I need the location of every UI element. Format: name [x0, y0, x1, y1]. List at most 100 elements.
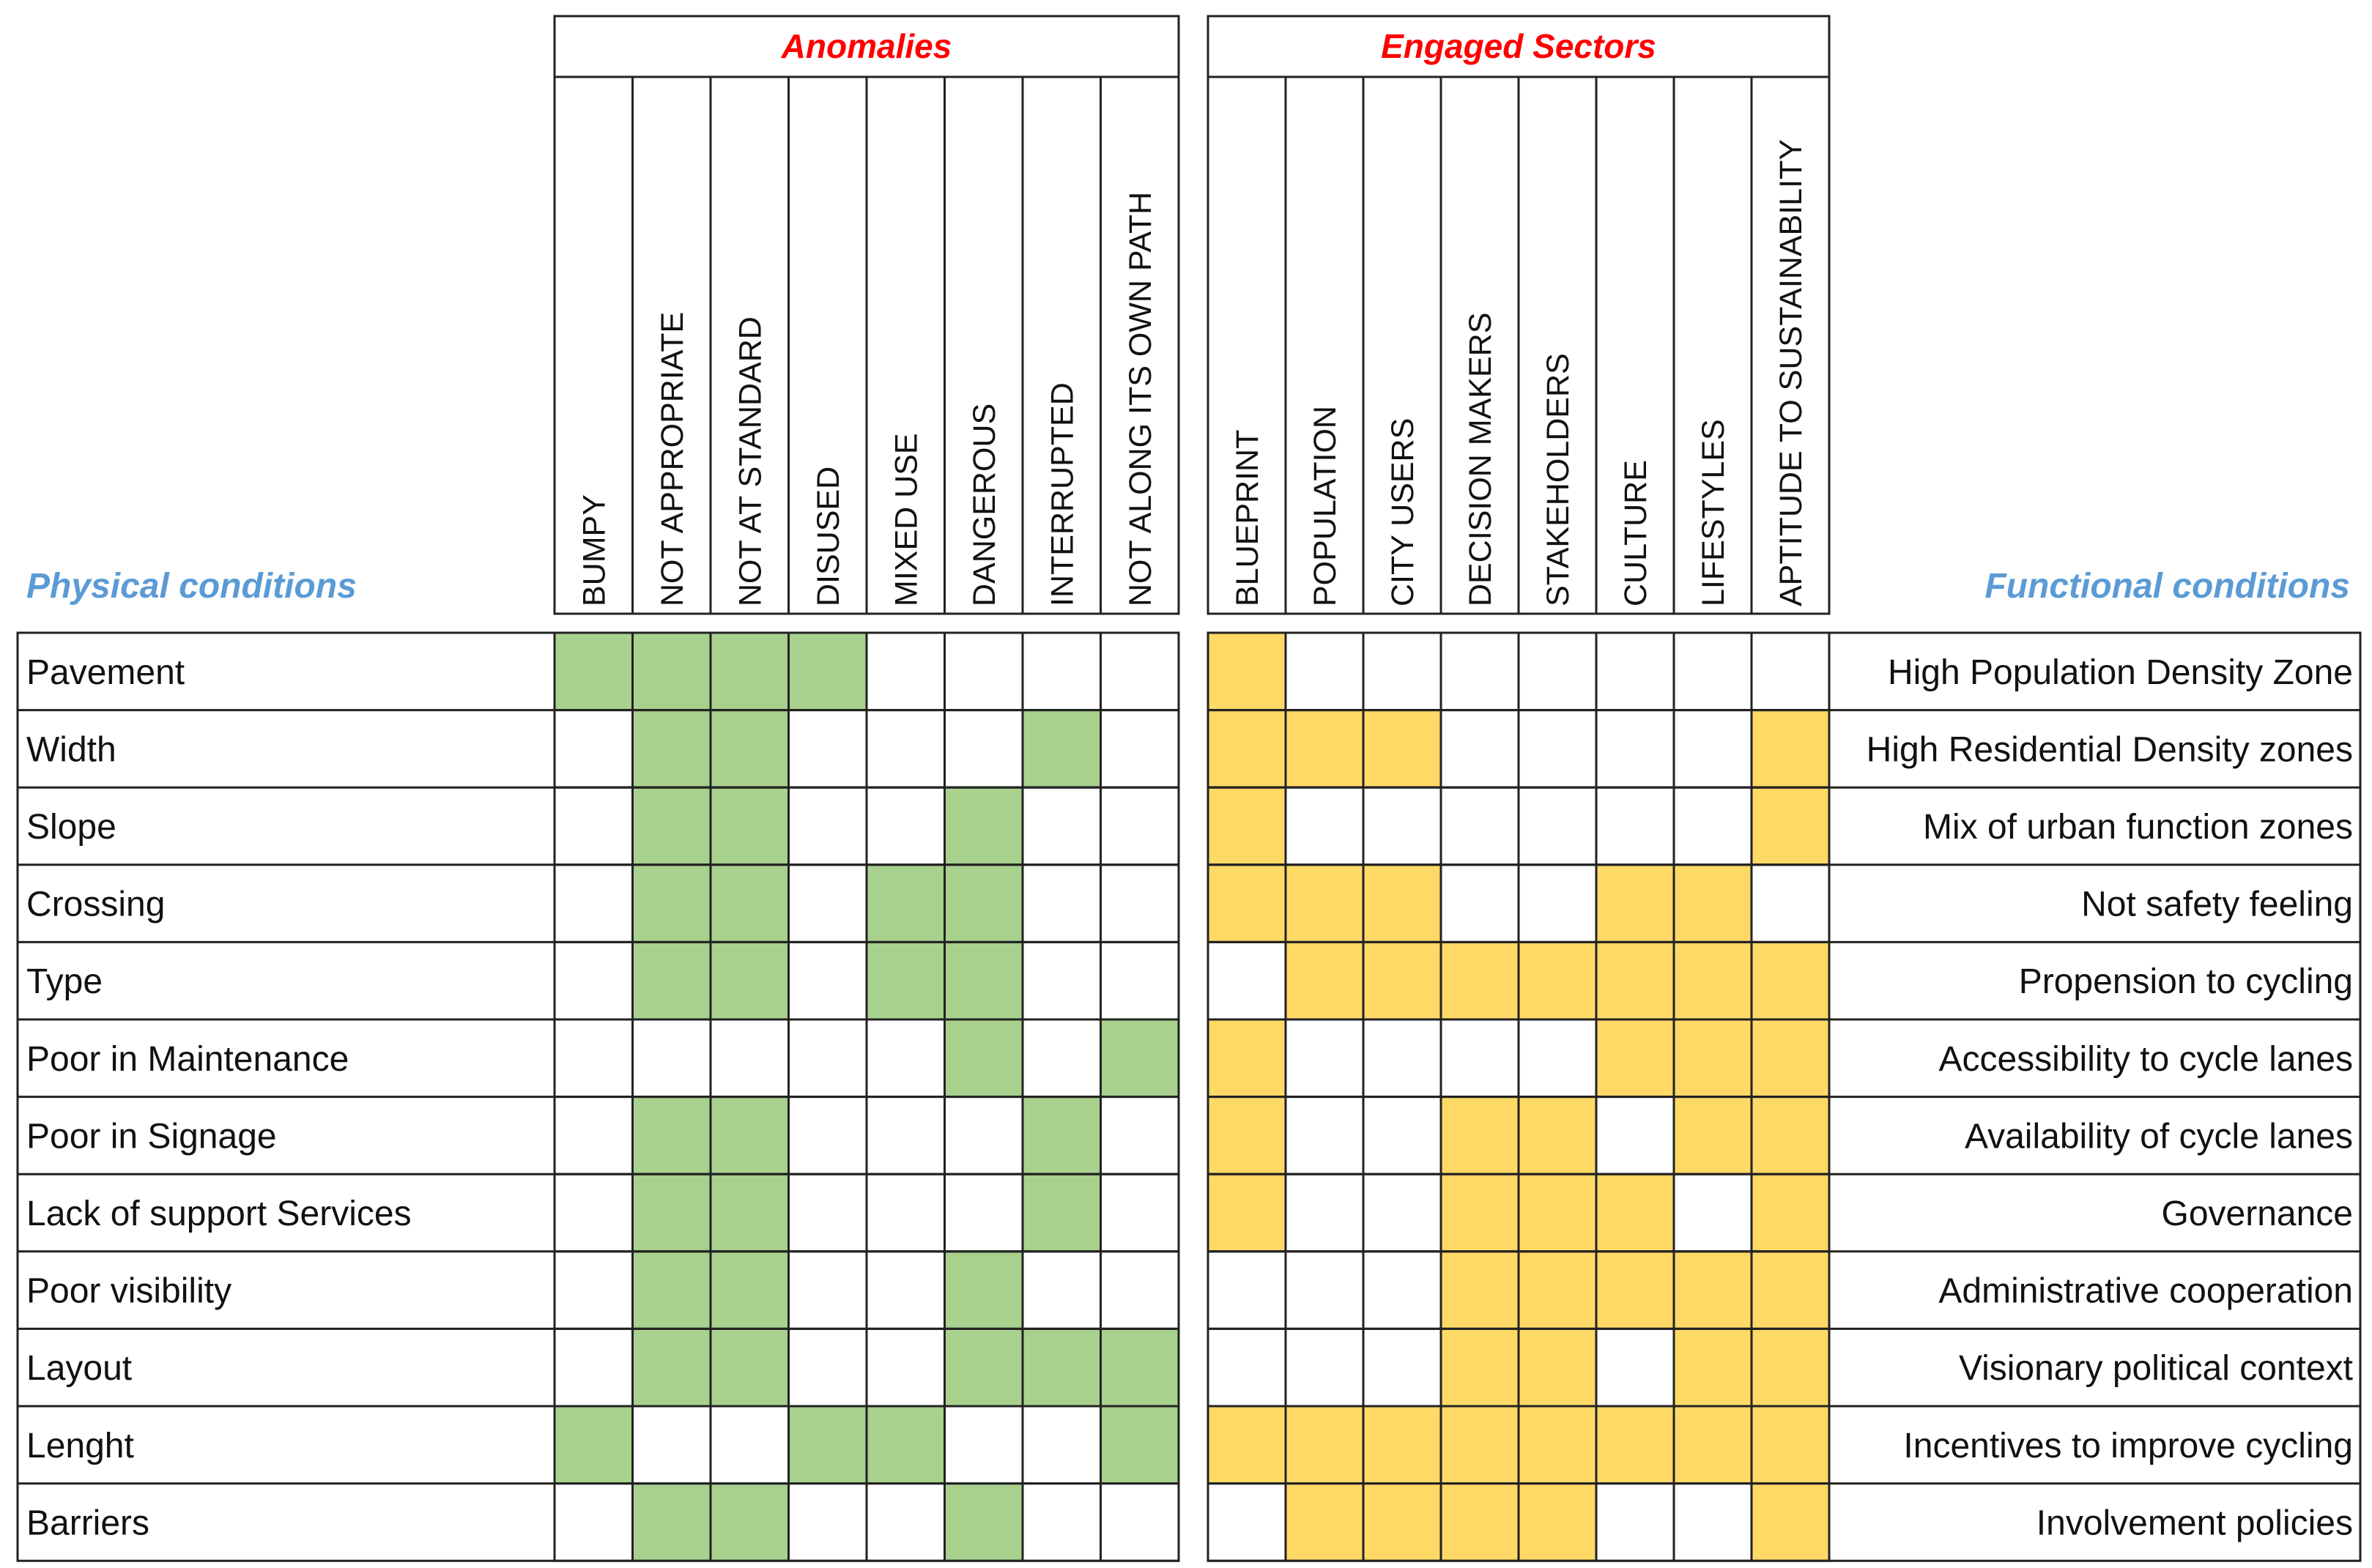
anomalies-cell-lenght-dangerous: [944, 1405, 1024, 1485]
sectors-cell-administrative-cooperation-lifestyles: [1672, 1250, 1753, 1330]
sectors-cell-governance-lifestyles: [1672, 1173, 1753, 1253]
sectors-cell-accessibility-to-cycle-lanes-culture: [1595, 1018, 1675, 1099]
sectors-cell-governance-blueprint: [1207, 1173, 1287, 1253]
anomalies-cell-width-disused: [787, 709, 868, 789]
sectors-cell-involvement-policies-population: [1284, 1482, 1365, 1562]
sectors-cell-involvement-policies-decision-makers: [1439, 1482, 1520, 1562]
row-label-lack-of-support-services: Lack of support Services: [26, 1194, 412, 1233]
sectors-cell-mix-of-urban-function-zones-aptitude-to-sustainability: [1750, 786, 1831, 866]
anomalies-cell-type-not-along-its-own-path: [1100, 940, 1180, 1021]
column-label-stakeholders: STAKEHOLDERS: [1541, 353, 1576, 606]
column-label-not-appropriate: NOT APPROPRIATE: [655, 312, 690, 606]
sectors-cell-governance-decision-makers: [1439, 1173, 1520, 1253]
sectors-cell-visionary-political-context-aptitude-to-sustainability: [1750, 1327, 1831, 1408]
sectors-cell-incentives-to-improve-cycling-decision-makers: [1439, 1405, 1520, 1485]
anomalies-cell-lenght-bumpy: [553, 1405, 634, 1485]
row-label-barriers: Barriers: [26, 1504, 149, 1542]
column-label-disused: DISUSED: [811, 467, 846, 606]
sectors-cell-high-residential-density-zones-blueprint: [1207, 709, 1287, 789]
anomalies-cell-pavement-mixed-use: [865, 631, 946, 712]
sectors-cell-not-safety-feeling-aptitude-to-sustainability: [1750, 863, 1831, 943]
sectors-cell-governance-culture: [1595, 1173, 1675, 1253]
row-label-not-safety-feeling: Not safety feeling: [2081, 885, 2353, 924]
sectors-cell-mix-of-urban-function-zones-lifestyles: [1672, 786, 1753, 866]
sectors-cell-accessibility-to-cycle-lanes-decision-makers: [1439, 1018, 1520, 1099]
sectors-cell-not-safety-feeling-culture: [1595, 863, 1675, 943]
anomalies-cell-width-not-along-its-own-path: [1100, 709, 1180, 789]
column-label-dangerous: DANGEROUS: [967, 404, 1002, 606]
sectors-cell-incentives-to-improve-cycling-lifestyles: [1672, 1405, 1753, 1485]
anomalies-cell-lack-of-support-services-not-along-its-own-path: [1100, 1173, 1180, 1253]
row-label-layout: Layout: [26, 1349, 132, 1388]
anomalies-cell-barriers-mixed-use: [865, 1482, 946, 1562]
anomalies-cell-type-not-appropriate: [631, 940, 712, 1021]
column-label-not-at-standard: NOT AT STANDARD: [733, 316, 768, 606]
sectors-cell-incentives-to-improve-cycling-blueprint: [1207, 1405, 1287, 1485]
anomalies-cell-poor-in-maintenance-bumpy: [553, 1018, 634, 1099]
sectors-cell-high-population-density-zone-culture: [1595, 631, 1675, 712]
column-label-population: POPULATION: [1308, 406, 1343, 606]
sectors-cell-high-residential-density-zones-stakeholders: [1517, 709, 1598, 789]
anomalies-cell-poor-visibility-bumpy: [553, 1250, 634, 1330]
anomalies-cell-lack-of-support-services-mixed-use: [865, 1173, 946, 1253]
sectors-cell-accessibility-to-cycle-lanes-population: [1284, 1018, 1365, 1099]
sectors-cell-accessibility-to-cycle-lanes-aptitude-to-sustainability: [1750, 1018, 1831, 1099]
anomalies-cell-layout-interrupted: [1021, 1327, 1102, 1408]
anomalies-cell-poor-in-maintenance-disused: [787, 1018, 868, 1099]
anomalies-cell-width-mixed-use: [865, 709, 946, 789]
anomalies-matrix: Anomalies BUMPY NOT APPROPRIATE NOT AT STAN…: [16, 15, 1180, 1562]
anomalies-cell-poor-in-signage-disused: [787, 1096, 868, 1175]
anomalies-cell-lenght-not-along-its-own-path: [1100, 1405, 1180, 1485]
column-label-blueprint: BLUEPRINT: [1230, 430, 1265, 606]
sectors-cell-high-population-density-zone-lifestyles: [1672, 631, 1753, 712]
sectors-cell-high-population-density-zone-stakeholders: [1517, 631, 1598, 712]
anomalies-cell-poor-in-maintenance-not-at-standard: [709, 1018, 790, 1099]
anomalies-cell-poor-in-signage-not-at-standard: [709, 1096, 790, 1175]
sectors-cell-not-safety-feeling-decision-makers: [1439, 863, 1520, 943]
column-label-lifestyles: LIFESTYLES: [1696, 419, 1731, 606]
sectors-cell-governance-population: [1284, 1173, 1365, 1253]
sectors-cell-administrative-cooperation-aptitude-to-sustainability: [1750, 1250, 1831, 1330]
anomalies-cell-layout-disused: [787, 1327, 868, 1408]
row-label-width: Width: [26, 730, 116, 769]
anomalies-cell-poor-in-maintenance-not-along-its-own-path: [1100, 1018, 1180, 1099]
anomalies-cell-poor-in-maintenance-not-appropriate: [631, 1018, 712, 1099]
row-label-accessibility-to-cycle-lanes: Accessibility to cycle lanes: [1938, 1040, 2353, 1079]
anomalies-cell-poor-in-signage-dangerous: [944, 1096, 1024, 1175]
anomalies-cell-crossing-dangerous: [944, 863, 1024, 943]
anomalies-cell-barriers-not-along-its-own-path: [1100, 1482, 1180, 1562]
anomalies-cell-width-bumpy: [553, 709, 634, 789]
anomalies-cell-crossing-mixed-use: [865, 863, 946, 943]
sectors-cell-propension-to-cycling-stakeholders: [1517, 940, 1598, 1021]
anomalies-cell-lenght-disused: [787, 1405, 868, 1485]
anomalies-cell-lenght-mixed-use: [865, 1405, 946, 1485]
sectors-cell-high-residential-density-zones-city-users: [1362, 709, 1442, 789]
sectors-cell-administrative-cooperation-city-users: [1362, 1250, 1442, 1330]
row-label-availability-of-cycle-lanes: Availability of cycle lanes: [1965, 1117, 2353, 1156]
anomalies-cell-type-disused: [787, 940, 868, 1021]
sectors-cell-accessibility-to-cycle-lanes-city-users: [1362, 1018, 1442, 1099]
sectors-cell-not-safety-feeling-city-users: [1362, 863, 1442, 943]
sectors-cell-visionary-political-context-city-users: [1362, 1327, 1442, 1408]
sectors-cell-incentives-to-improve-cycling-aptitude-to-sustainability: [1750, 1405, 1831, 1485]
anomalies-cell-poor-visibility-not-at-standard: [709, 1250, 790, 1330]
sectors-cell-propension-to-cycling-city-users: [1362, 940, 1442, 1021]
sectors-cell-availability-of-cycle-lanes-population: [1284, 1096, 1365, 1175]
sectors-cell-incentives-to-improve-cycling-culture: [1595, 1405, 1675, 1485]
sectors-cell-availability-of-cycle-lanes-lifestyles: [1672, 1096, 1753, 1175]
anomalies-cell-crossing-not-appropriate: [631, 863, 712, 943]
sectors-cell-visionary-political-context-decision-makers: [1439, 1327, 1520, 1408]
sectors-cell-propension-to-cycling-blueprint: [1207, 940, 1287, 1021]
anomalies-cell-barriers-disused: [787, 1482, 868, 1562]
sectors-cell-incentives-to-improve-cycling-stakeholders: [1517, 1405, 1598, 1485]
anomalies-cell-layout-not-along-its-own-path: [1100, 1327, 1180, 1408]
anomalies-cell-lenght-not-at-standard: [709, 1405, 790, 1485]
anomalies-cell-pavement-not-at-standard: [709, 631, 790, 712]
sectors-cell-high-population-density-zone-decision-makers: [1439, 631, 1520, 712]
column-label-decision-makers: DECISION MAKERS: [1463, 313, 1498, 606]
anomalies-cell-poor-visibility-disused: [787, 1250, 868, 1330]
anomalies-cell-lack-of-support-services-disused: [787, 1173, 868, 1253]
anomalies-cell-width-not-at-standard: [709, 709, 790, 789]
anomalies-cell-crossing-not-at-standard: [709, 863, 790, 943]
